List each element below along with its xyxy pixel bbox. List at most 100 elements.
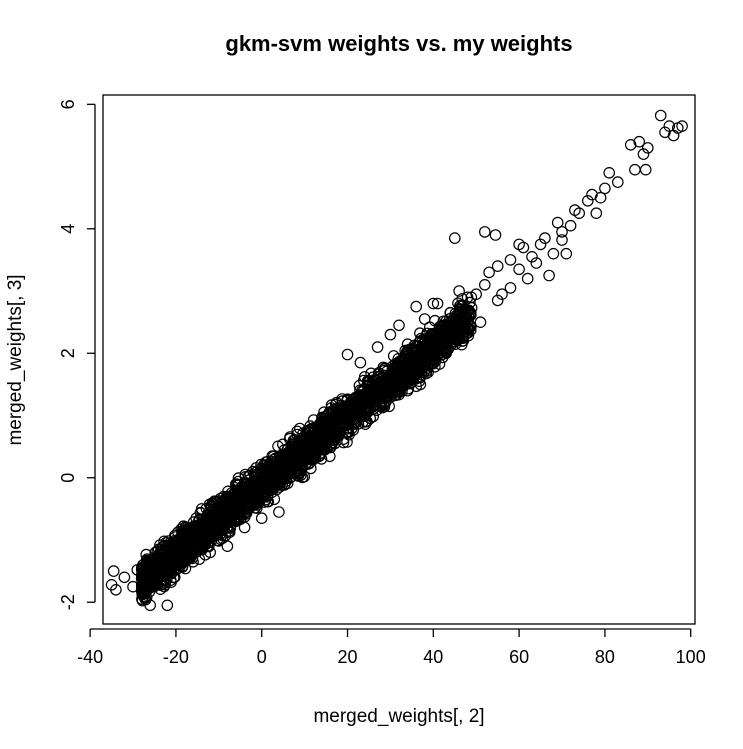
data-point: [220, 509, 232, 521]
y-axis-label: merged_weights[, 3]: [5, 274, 26, 445]
data-point: [426, 329, 439, 342]
data-point: [273, 506, 285, 518]
data-point: [144, 554, 157, 567]
data-point: [325, 402, 338, 414]
data-point: [416, 338, 429, 351]
data-point: [341, 436, 353, 448]
data-point: [110, 583, 122, 596]
data-point: [326, 416, 339, 429]
data-point: [302, 447, 314, 460]
data-point: [452, 315, 464, 328]
data-point: [221, 490, 234, 503]
data-point: [274, 450, 287, 463]
y-axis: -2 0 2 4 6: [58, 99, 96, 610]
data-point: [491, 260, 504, 272]
data-point: [394, 362, 407, 374]
data-point: [304, 423, 317, 435]
data-point: [439, 321, 452, 334]
data-point: [491, 294, 504, 307]
data-point: [573, 207, 585, 219]
data-point: [624, 139, 637, 151]
plot-frame: [102, 94, 696, 625]
data-point: [170, 556, 182, 569]
x-tick-label: -20: [163, 647, 189, 667]
data-point: [489, 229, 502, 241]
data-point: [611, 176, 624, 188]
data-point: [341, 348, 354, 361]
data-point: [202, 506, 215, 519]
data-point: [433, 322, 446, 334]
data-point: [191, 538, 204, 550]
data-point: [148, 569, 160, 582]
data-point: [384, 328, 397, 341]
data-point: [526, 250, 538, 263]
data-point: [504, 282, 517, 294]
data-point: [358, 371, 371, 383]
data-point: [170, 564, 182, 576]
data-point: [135, 572, 148, 585]
data-point: [247, 465, 259, 478]
data-point: [224, 522, 237, 534]
data-point: [202, 529, 214, 542]
data-point: [410, 300, 422, 313]
data-point: [457, 334, 470, 347]
x-tick-label: 20: [338, 647, 358, 667]
data-point: [543, 269, 555, 282]
data-point: [419, 335, 431, 348]
data-point: [245, 494, 258, 507]
data-point: [590, 207, 603, 219]
x-axis: -40 -20 0 20 40 60 80 100: [77, 628, 706, 667]
data-point: [127, 580, 139, 593]
data-point: [341, 394, 354, 406]
data-point: [513, 238, 525, 251]
data-point: [521, 272, 534, 285]
data-point: [407, 344, 419, 356]
y-tick-label: 2: [58, 348, 78, 358]
data-point: [356, 384, 368, 397]
data-point: [164, 565, 177, 578]
data-point: [235, 490, 248, 503]
data-point: [373, 384, 385, 397]
data-point: [297, 448, 310, 461]
x-tick-label: 100: [676, 647, 706, 667]
data-point: [263, 470, 276, 483]
data-point: [148, 561, 160, 574]
data-point: [249, 483, 261, 495]
data-point: [188, 521, 200, 534]
data-point: [336, 393, 348, 405]
data-point: [436, 351, 449, 364]
data-point: [513, 263, 525, 276]
data-point: [401, 384, 414, 397]
data-point: [223, 495, 236, 508]
data-point: [599, 182, 611, 195]
data-point: [405, 343, 417, 355]
data-point: [228, 514, 241, 527]
data-point: [141, 581, 153, 594]
y-tick-label: 0: [58, 473, 78, 483]
data-point: [171, 549, 183, 562]
data-point: [291, 428, 303, 441]
data-point: [302, 426, 315, 438]
data-point: [250, 462, 263, 474]
data-point: [255, 481, 268, 494]
data-point: [463, 323, 475, 335]
data-point: [282, 463, 294, 476]
data-point: [387, 374, 400, 387]
data-point: [248, 496, 261, 509]
data-point: [560, 247, 573, 260]
data-point: [197, 536, 210, 549]
data-point: [299, 440, 312, 453]
data-point: [239, 494, 252, 507]
data-point: [639, 163, 652, 176]
y-tick-label: -2: [58, 594, 78, 610]
data-point: [654, 109, 667, 122]
data-point: [399, 350, 411, 363]
data-point: [581, 195, 594, 207]
data-point: [354, 356, 367, 369]
data-point: [177, 525, 190, 537]
data-point: [355, 392, 368, 405]
data-point: [210, 501, 223, 514]
y-tick-label: 6: [58, 99, 78, 109]
data-point: [391, 359, 404, 372]
data-point: [676, 120, 688, 132]
